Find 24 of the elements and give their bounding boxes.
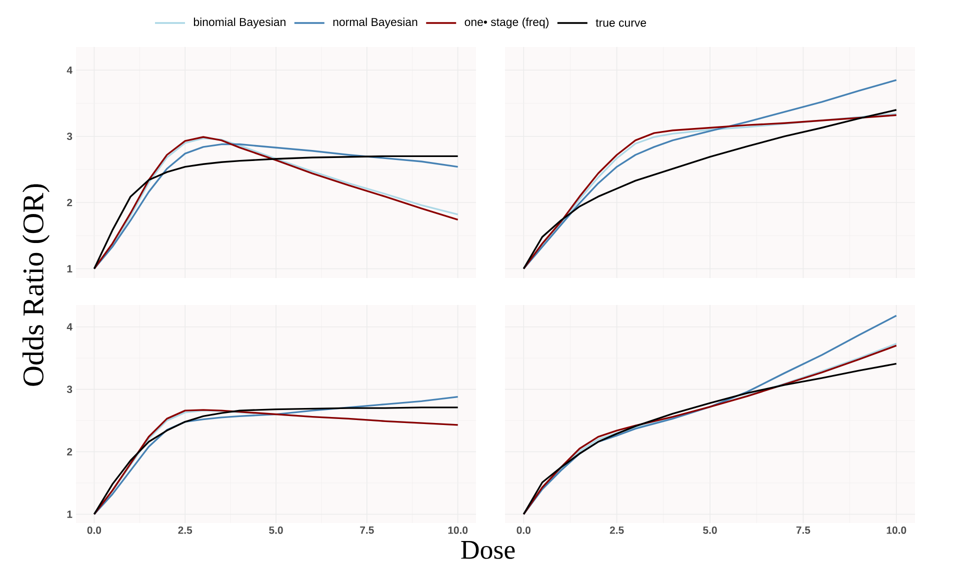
y-tick-label: 3 xyxy=(66,132,72,140)
y-tick-label: 4 xyxy=(66,323,72,330)
y-tick-label: 4 xyxy=(66,66,72,74)
legend-label: normal Bayesian xyxy=(333,18,418,28)
y-tick-label: 2 xyxy=(67,198,72,206)
legend-label: true curve xyxy=(596,19,646,27)
y-tick-label: 3 xyxy=(66,386,72,394)
x-tick-label: 5.0 xyxy=(703,526,717,534)
x-tick-label: 7.5 xyxy=(360,526,374,534)
legend-label: binomial Bayesian xyxy=(194,18,286,28)
y-tick-label: 2 xyxy=(67,448,72,456)
x-tick-label: 10.0 xyxy=(886,526,906,534)
x-tick-label: 0.0 xyxy=(516,526,530,534)
x-tick-label: 7.5 xyxy=(796,526,810,534)
x-tick-label: 2.5 xyxy=(178,526,192,534)
legend-label: one• stage (freq) xyxy=(464,18,548,28)
x-tick-label: 5.0 xyxy=(269,526,283,534)
x-tick-label: 10.0 xyxy=(448,526,468,534)
x-axis-title: Dose xyxy=(461,541,515,559)
y-axis-title: Odds Ratio (OR) xyxy=(22,184,50,386)
x-tick-label: 2.5 xyxy=(610,526,624,534)
x-tick-label: 0.0 xyxy=(87,526,102,534)
y-tick-label: 1 xyxy=(67,510,72,518)
y-tick-label: 1 xyxy=(67,265,72,272)
